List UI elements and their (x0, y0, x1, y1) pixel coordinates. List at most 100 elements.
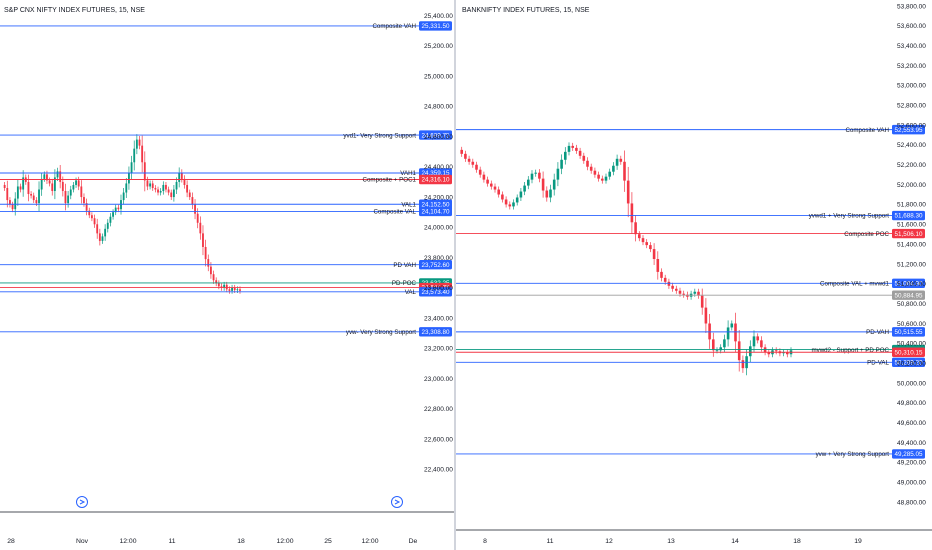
candle-body (199, 222, 202, 234)
candle-body (125, 183, 128, 193)
y-tick-label: 52,000.00 (897, 182, 926, 189)
x-tick-label: Nov (76, 538, 89, 545)
level-price-badge[interactable] (419, 206, 452, 217)
candle-body (157, 189, 159, 193)
level-price-badge[interactable] (892, 278, 925, 289)
candle-body (165, 184, 167, 190)
level-price-text: 24,609.75 (422, 132, 451, 139)
y-tick-label: 53,800.00 (897, 3, 926, 10)
candle-body (467, 158, 471, 162)
level-price-badge[interactable] (892, 449, 925, 459)
y-tick-label: 52,800.00 (897, 103, 926, 110)
y-tick-label: 50,800.00 (897, 301, 926, 308)
candle-body (630, 203, 634, 223)
candle-body (582, 155, 586, 161)
candle-body (233, 287, 236, 291)
candle-body (652, 249, 656, 259)
candle-body (556, 168, 560, 180)
candle-body (564, 151, 567, 160)
y-tick-label: 25,400.00 (424, 13, 453, 20)
candle-body (515, 197, 519, 203)
level-price-badge[interactable] (419, 21, 452, 31)
y-tick-label: 23,000.00 (424, 376, 453, 383)
price-axis[interactable]: 25,400.00 25,200.00 25,000.00 24,800.00 24,6… (424, 13, 453, 474)
level-price-badge[interactable] (892, 124, 925, 135)
candle-body (40, 178, 43, 190)
candle-body (16, 186, 19, 199)
level-price-badge[interactable] (892, 357, 925, 367)
candle-body (723, 339, 726, 348)
y-tick-label: 25,000.00 (424, 73, 453, 80)
candle-body (104, 228, 107, 237)
candle-body (217, 283, 220, 287)
candle-body (101, 236, 104, 241)
price-axis[interactable]: 53,800.00 53,600.00 53,400.00 53,200.00 53,0… (897, 3, 926, 506)
candles-group (3, 134, 241, 294)
replay-icon-2[interactable] (391, 496, 403, 508)
level-price-badge[interactable] (419, 327, 452, 337)
y-tick-label: 22,400.00 (424, 467, 453, 474)
level-label: mvwd2 - Support + PD POC (811, 347, 889, 354)
y-tick-label: 51,600.00 (897, 222, 926, 229)
candle-body (85, 203, 88, 211)
candle-body (749, 346, 752, 357)
candle-body (180, 172, 183, 179)
candle-body (43, 174, 46, 179)
candle-body (130, 162, 133, 173)
candle-body (534, 172, 537, 174)
level-label: Composite VAL (373, 209, 416, 216)
candle-body (56, 171, 59, 178)
x-tick-label: 8 (483, 538, 487, 545)
level-price-badge[interactable] (892, 228, 925, 239)
candle-body (207, 259, 210, 267)
candle-body (90, 215, 93, 219)
level-price-badge[interactable] (419, 199, 452, 209)
candle-body (597, 174, 600, 179)
y-tick-label: 24,200.00 (424, 194, 453, 201)
level-price-badge[interactable] (892, 327, 925, 337)
candle-body (589, 166, 593, 171)
pane-divider[interactable] (454, 0, 456, 550)
replay-icon-1[interactable] (76, 496, 88, 508)
candle-body (612, 165, 615, 172)
level-label: Composite + POC1 (363, 177, 417, 184)
candle-body (545, 190, 549, 198)
candle-body (72, 184, 75, 190)
level-price-badge[interactable] (892, 290, 925, 300)
y-tick-label: 23,200.00 (424, 346, 453, 353)
candle-body (77, 180, 80, 187)
nifty-chart[interactable]: S&P CNX NIFTY INDEX FUTURES, 15, NSE Com… (0, 0, 454, 550)
level-price-badge[interactable] (419, 174, 452, 185)
candle-body (236, 289, 239, 291)
candle-body (482, 174, 486, 180)
banknifty-chart[interactable]: BANKNIFTY INDEX FUTURES, 15, NSE Composi… (456, 0, 932, 550)
x-tick-label: 13 (667, 538, 675, 545)
candle-body (32, 195, 35, 201)
candle-body (6, 187, 9, 201)
level-price-text: 24,316.10 (422, 177, 451, 184)
time-axis[interactable]: 28 Nov 12:00 11 18 12:00 25 12:00 De (0, 511, 454, 545)
candle-body (649, 245, 652, 250)
candle-body (46, 174, 48, 181)
candle-body (112, 212, 114, 217)
level-price-badge[interactable] (892, 210, 925, 221)
x-tick-label: 12:00 (361, 538, 378, 545)
candle-body (719, 347, 722, 351)
candle-body (549, 189, 552, 198)
level-price-badge[interactable] (419, 287, 452, 297)
candle-body (571, 145, 574, 148)
candle-body (508, 204, 512, 207)
level-price-badge[interactable] (892, 347, 925, 357)
candle-body (641, 238, 645, 243)
level-price-text: 23,752.60 (422, 262, 451, 269)
level-price-badge[interactable] (419, 260, 452, 270)
candle-body (730, 323, 734, 328)
x-tick-label: 19 (854, 538, 862, 545)
candle-body (737, 341, 741, 361)
candle-body (586, 160, 589, 167)
time-axis[interactable]: 8 11 12 13 14 18 19 (456, 529, 932, 545)
level-price-badge[interactable] (419, 130, 452, 140)
level-label: VAL1 (401, 201, 416, 208)
level-label: PD-POC (392, 280, 417, 287)
y-tick-label: 50,400.00 (897, 341, 926, 348)
